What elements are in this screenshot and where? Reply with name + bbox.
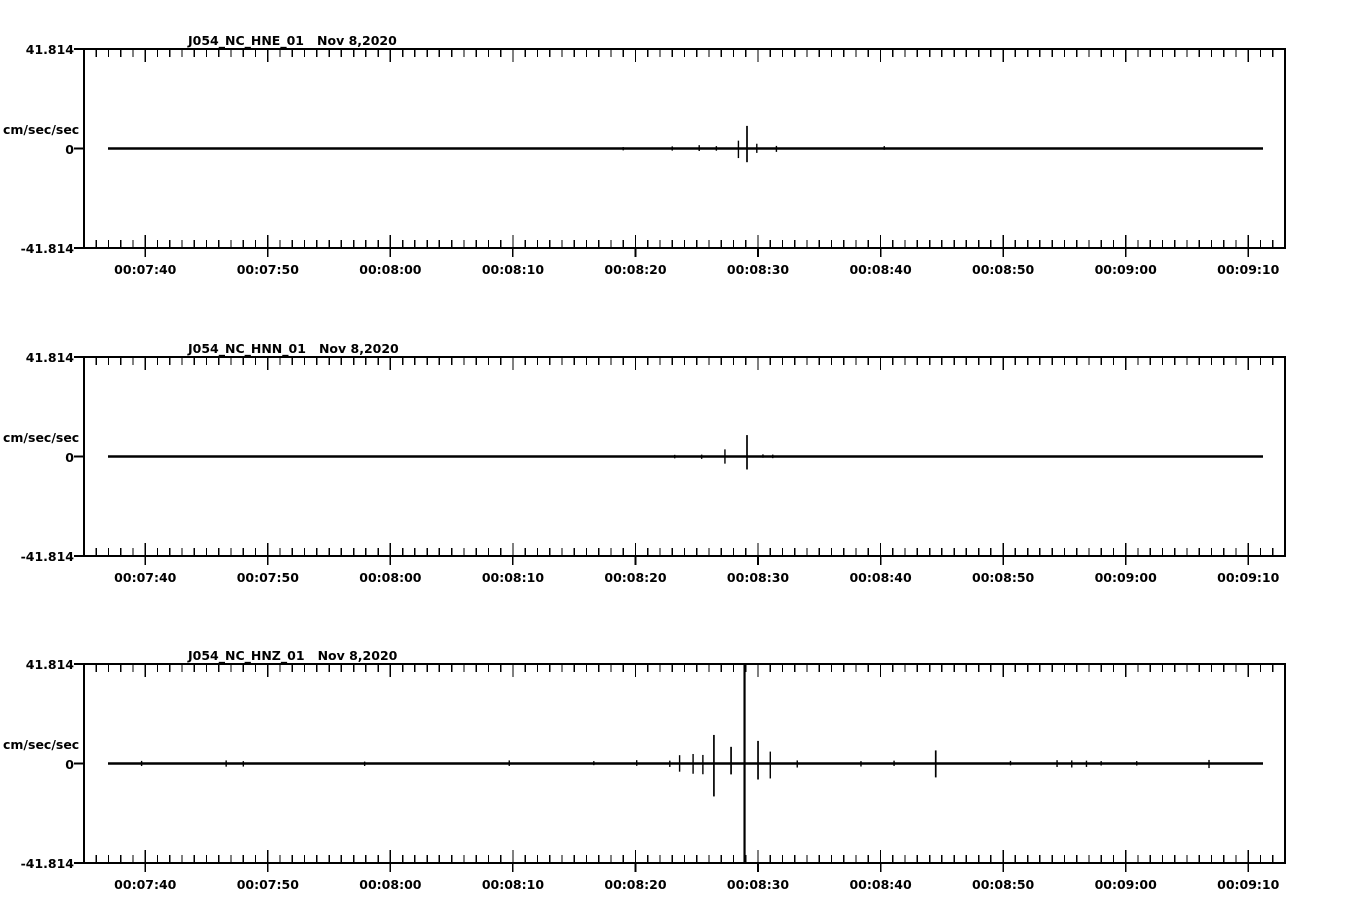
y-axis-zero-label: 0 (65, 141, 74, 157)
x-axis-tick-label: 00:08:30 (726, 262, 790, 277)
x-axis-tick-label: 00:08:30 (726, 570, 790, 585)
waveform-trace (108, 665, 1263, 862)
y-axis-units-label: cm/sec/sec (3, 121, 80, 137)
x-axis-tick-label: 00:08:00 (359, 570, 422, 585)
x-axis-tick-label: 00:08:10 (481, 570, 545, 585)
plot-frame (83, 356, 1286, 557)
x-axis-tick-label: 00:08:40 (849, 570, 912, 585)
x-axis-tick-label: 00:07:40 (114, 262, 177, 277)
y-axis-max-label: 41.814 (25, 657, 74, 672)
plot-frame (83, 48, 1286, 249)
waveform-trace (108, 125, 1263, 163)
y-axis-max-label: 41.814 (25, 350, 74, 365)
x-axis-tick-label: 00:09:00 (1094, 570, 1157, 585)
y-axis-units-label: cm/sec/sec (3, 736, 80, 752)
panel-title: J054_NC_HNE_01 Nov 8,2020 (188, 33, 397, 48)
x-axis-tick-label: 00:07:40 (114, 570, 177, 585)
x-axis-tick-label: 00:08:20 (604, 570, 667, 585)
y-axis-zero-label: 0 (65, 449, 74, 465)
y-axis-min-label: -41.814 (20, 241, 74, 256)
x-axis-tick-label: 00:08:50 (972, 262, 1035, 277)
x-axis-tick-label: 00:09:00 (1094, 262, 1157, 277)
x-axis-tick-label: 00:09:10 (1217, 570, 1280, 585)
x-axis-tick-label: 00:09:00 (1094, 877, 1157, 892)
x-axis-tick-label: 00:08:40 (849, 877, 912, 892)
x-axis-tick-label: 00:08:00 (359, 877, 422, 892)
panel-title: J054_NC_HNN_01 Nov 8,2020 (188, 341, 399, 356)
x-axis-tick-label: 00:08:50 (972, 570, 1035, 585)
x-axis-tick-label: 00:08:20 (604, 877, 667, 892)
x-axis-tick-label: 00:08:30 (726, 877, 790, 892)
y-axis-min-label: -41.814 (20, 856, 74, 871)
x-axis-tick-label: 00:08:50 (972, 877, 1035, 892)
y-axis-units-label: cm/sec/sec (3, 429, 80, 445)
plot-frame (83, 663, 1286, 864)
x-axis-tick-label: 00:08:00 (359, 262, 422, 277)
x-axis-tick-label: 00:08:20 (604, 262, 667, 277)
waveform-trace (108, 435, 1263, 470)
y-axis-max-label: 41.814 (25, 42, 74, 57)
x-axis-tick-label: 00:07:50 (236, 877, 299, 892)
x-axis-tick-label: 00:07:40 (114, 877, 177, 892)
x-axis-tick-label: 00:07:50 (236, 570, 299, 585)
x-axis-tick-label: 00:08:40 (849, 262, 912, 277)
x-axis-tick-label: 00:08:10 (481, 877, 545, 892)
y-axis-min-label: -41.814 (20, 549, 74, 564)
x-axis-tick-label: 00:09:10 (1217, 262, 1280, 277)
y-axis-zero-label: 0 (65, 756, 74, 772)
x-axis-tick-label: 00:09:10 (1217, 877, 1280, 892)
panel-title: J054_NC_HNZ_01 Nov 8,2020 (188, 648, 398, 663)
x-axis-tick-label: 00:08:10 (481, 262, 545, 277)
x-axis-tick-label: 00:07:50 (236, 262, 299, 277)
